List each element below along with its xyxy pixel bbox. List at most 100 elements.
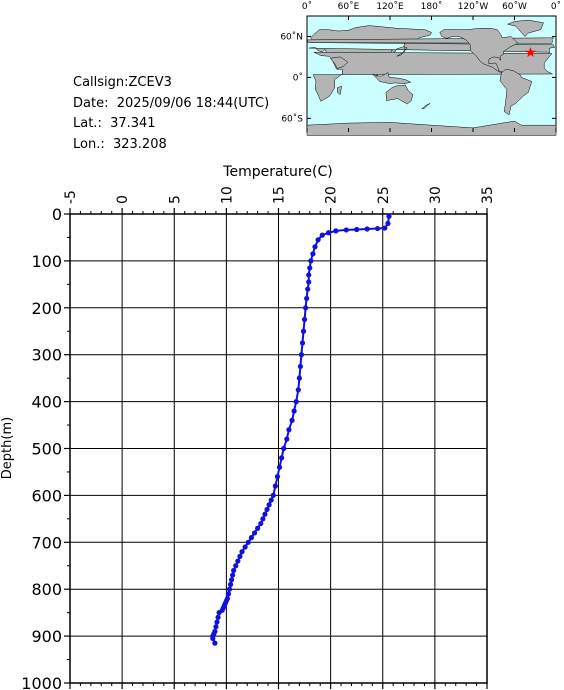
profile-point — [364, 226, 370, 232]
profile-point — [305, 286, 311, 292]
y-tick-label: 0 — [52, 205, 62, 224]
land-indonesia — [372, 72, 412, 84]
profile-point — [286, 427, 292, 433]
profile-point — [270, 492, 276, 498]
profile-point — [251, 530, 258, 536]
profile-point — [239, 549, 245, 555]
map-ticks — [306, 16, 557, 132]
map-lon-label: 180˚ — [421, 1, 443, 12]
profile-point — [213, 624, 219, 630]
x-tick-labels: -5 0 5 10 15 20 25 30 35 — [63, 186, 496, 204]
land-australia — [385, 84, 414, 105]
map-lat-label: 60˚N — [280, 31, 303, 42]
profile-point — [303, 305, 309, 311]
profile-point — [248, 535, 254, 541]
land-madagascar — [337, 85, 342, 95]
profile-point — [266, 502, 272, 508]
map-lon-label: 0˚ — [302, 1, 312, 12]
x-tick-label: 35 — [480, 186, 496, 204]
y-tick-label: 400 — [31, 393, 62, 412]
profile-point — [255, 525, 261, 531]
map-lon-labels: 0˚ 60˚E 120˚E 180˚ 120˚W 60˚W 0˚ — [302, 1, 561, 12]
profile-point — [374, 225, 381, 232]
temperature-profile-points — [210, 213, 392, 646]
profile-point — [260, 516, 266, 522]
profile-point — [296, 375, 302, 381]
profile-point — [293, 399, 299, 405]
profile-point — [264, 506, 270, 513]
map-lat-label: 60˚S — [281, 113, 303, 124]
profile-point — [272, 483, 278, 489]
land-arabia — [330, 56, 349, 69]
profile-point — [291, 408, 297, 414]
y-tick-label: 1000 — [21, 674, 62, 690]
profile-point — [235, 558, 241, 564]
profile-point — [233, 563, 239, 569]
profile-point — [297, 363, 303, 370]
x-tick-label: 20 — [324, 186, 340, 204]
profile-point — [228, 577, 235, 583]
profile-point — [262, 511, 268, 517]
profile-point — [231, 567, 237, 574]
profile-point — [226, 586, 233, 592]
map-lon-label: 60˚W — [502, 1, 527, 12]
profile-point — [304, 295, 310, 302]
profile-point — [315, 237, 321, 243]
profile-point — [298, 352, 305, 358]
profile-point — [276, 464, 283, 470]
profile-point — [210, 635, 216, 642]
x-tick-label: 10 — [219, 186, 235, 204]
y-tick-label: 700 — [31, 533, 62, 552]
profile-point — [289, 417, 295, 423]
profile-point — [343, 227, 349, 233]
callsign-text: Callsign:ZCEV3 — [73, 75, 172, 90]
latitude-text: Lat.: 37.341 — [73, 116, 156, 131]
profile-point — [382, 225, 388, 231]
station-marker-icon: ★ — [524, 45, 537, 61]
x-tick-label: 25 — [376, 186, 392, 204]
map-lon-label: 60˚E — [338, 1, 360, 12]
y-tick-label: 800 — [31, 580, 62, 599]
y-tick-label: 500 — [31, 440, 62, 459]
profile-point — [385, 220, 391, 226]
profile-point — [333, 228, 339, 234]
x-axis-title: Temperature(C) — [222, 164, 332, 180]
profile-point — [306, 272, 312, 278]
profile-point — [299, 340, 306, 346]
profile-point — [274, 474, 281, 480]
longitude-text: Lon.: 323.208 — [73, 136, 167, 152]
land-new-zealand — [421, 103, 431, 110]
y-tick-label: 600 — [31, 486, 62, 505]
profile-point — [310, 251, 316, 257]
land-north-america — [439, 28, 519, 73]
location-map: 0˚ 60˚E 120˚E 180˚ 120˚W 60˚W 0˚ 60˚N 0˚ 60˚S ★ — [280, 1, 561, 136]
map-lon-label: 120˚W — [458, 1, 489, 12]
profile-point — [312, 244, 318, 250]
y-tick-labels: 0 100 200 300 400 500 600 700 800 900 1000 — [21, 205, 62, 690]
profile-point — [242, 544, 248, 550]
profile-point — [216, 610, 222, 616]
profile-point — [307, 265, 313, 271]
map-lon-label: 120˚E — [376, 1, 404, 12]
profile-point — [214, 619, 220, 625]
y-tick-label: 100 — [31, 252, 62, 271]
y-axis-title: Depth(m) — [0, 417, 15, 479]
y-tick-label: 300 — [31, 346, 62, 365]
x-tick-label: 30 — [428, 186, 444, 204]
profile-point — [225, 591, 232, 597]
chart-grid — [70, 214, 487, 683]
map-lon-label: 0˚ — [551, 1, 561, 12]
land-greenland — [506, 19, 544, 37]
profile-point — [386, 213, 392, 219]
x-tick-label: 5 — [167, 195, 183, 204]
temperature-profile-line — [211, 216, 390, 644]
x-tick-label: 0 — [115, 195, 131, 204]
profile-point — [212, 640, 218, 646]
profile-point — [284, 436, 290, 442]
profile-point — [308, 258, 314, 264]
x-tick-label: -5 — [63, 190, 79, 204]
station-info: Callsign:ZCEV3 Date: 2025/09/06 18:44(UT… — [73, 73, 269, 155]
profile-point — [227, 581, 234, 588]
profile-point — [245, 539, 251, 545]
